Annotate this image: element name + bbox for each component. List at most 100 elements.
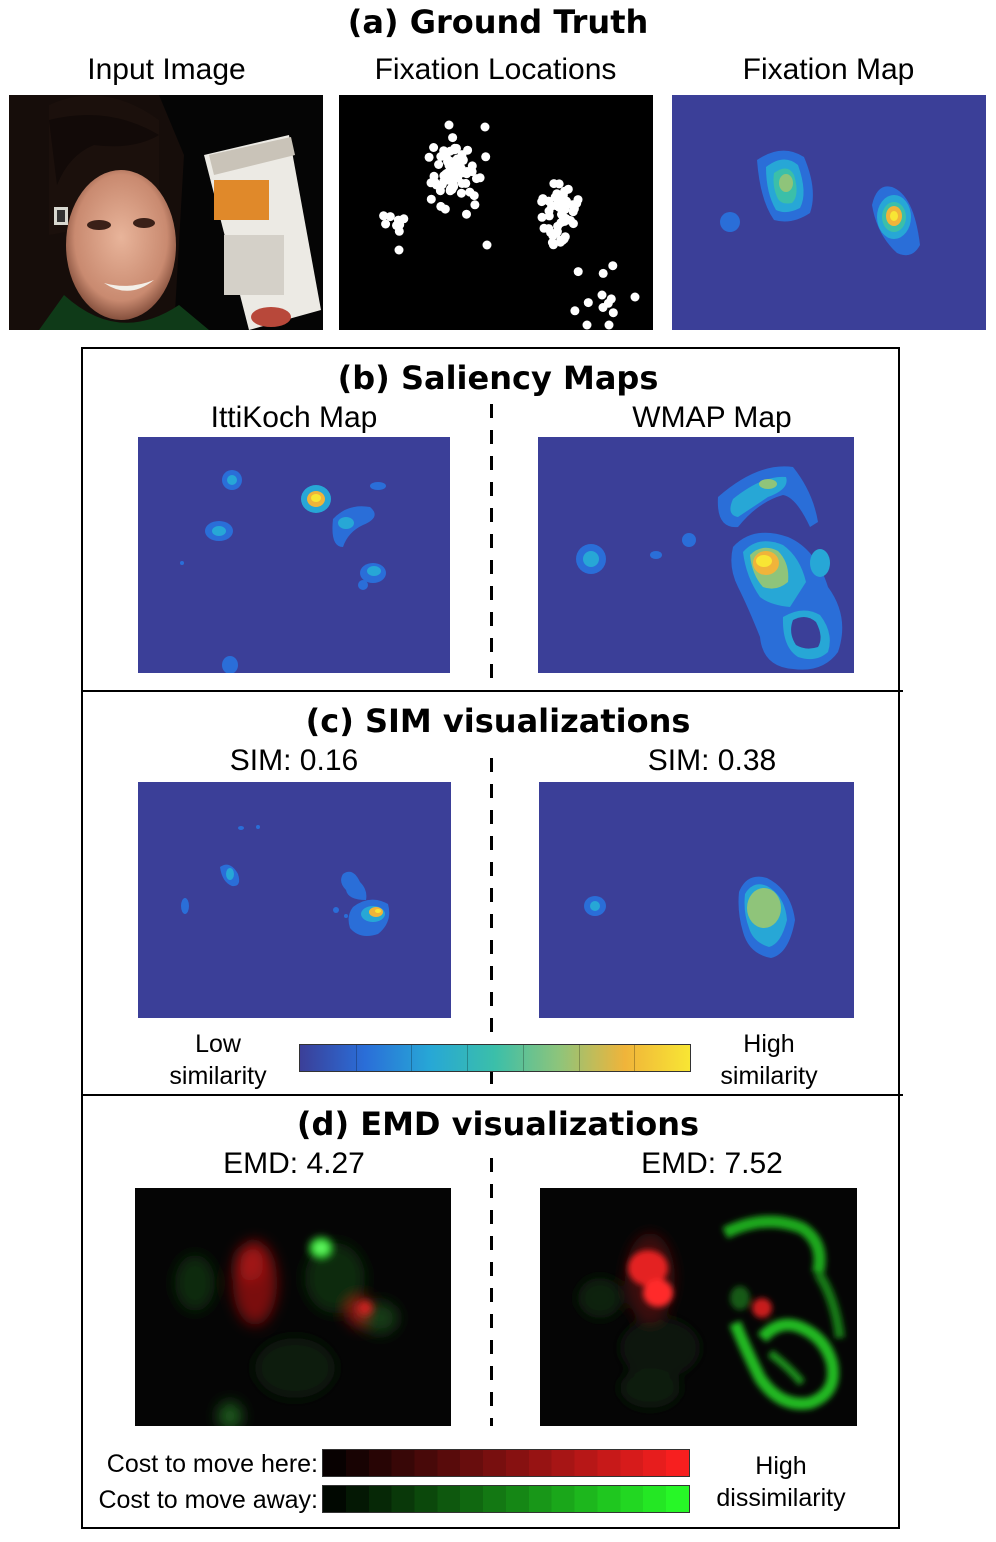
fixation-dot bbox=[597, 290, 607, 300]
fixation-dot bbox=[563, 184, 573, 194]
fixation-dot bbox=[456, 188, 466, 198]
fixation-dot bbox=[393, 215, 403, 225]
fixation-dot bbox=[548, 231, 558, 241]
fixation-dot bbox=[481, 152, 491, 162]
fixation-dot bbox=[573, 267, 583, 277]
fixation-map-label: Fixation Map bbox=[742, 53, 915, 86]
high-word: High bbox=[755, 1452, 807, 1480]
fixation-dot bbox=[469, 191, 479, 201]
divider-b-c bbox=[81, 690, 903, 692]
fixation-dot bbox=[554, 179, 564, 189]
fixation-dot bbox=[429, 143, 439, 152]
fixation-dot bbox=[570, 306, 580, 316]
fixation-dot bbox=[480, 122, 490, 132]
section-b-title: (b) Saliency Maps bbox=[337, 359, 659, 397]
fixation-map-image bbox=[672, 95, 986, 330]
fixation-dot bbox=[482, 240, 492, 250]
fixation-dot bbox=[470, 200, 480, 210]
divider-dashed-c bbox=[490, 758, 493, 1092]
section-d-title: (d) EMD visualizations bbox=[296, 1105, 700, 1143]
fixation-dot bbox=[461, 178, 471, 188]
sim-left-label: SIM: 0.16 bbox=[229, 744, 359, 777]
fixation-dot bbox=[544, 196, 554, 206]
fixation-dot bbox=[630, 292, 640, 302]
fixation-dot bbox=[434, 160, 444, 169]
ittikoch-map bbox=[138, 437, 450, 673]
divider-dashed-b bbox=[490, 404, 493, 688]
fixation-dot bbox=[606, 294, 616, 304]
cb-low-similarity: similarity bbox=[169, 1062, 267, 1090]
sim-right-map bbox=[539, 782, 854, 1018]
wmap-label: WMAP Map bbox=[632, 401, 792, 434]
wmap-map bbox=[538, 437, 854, 673]
cb-high-similarity: similarity bbox=[720, 1062, 818, 1090]
fixation-dot bbox=[548, 240, 558, 250]
fixation-dot bbox=[385, 212, 395, 222]
cb-low-word: Low bbox=[195, 1030, 241, 1058]
fixation-dot bbox=[467, 161, 477, 171]
cost-here-colorbar bbox=[322, 1449, 690, 1477]
fixation-dot bbox=[440, 204, 450, 214]
similarity-colorbar bbox=[299, 1044, 691, 1072]
fixation-dot bbox=[583, 298, 593, 308]
colorbar-tick bbox=[522, 1045, 524, 1071]
fixation-dot bbox=[608, 261, 618, 271]
fixation-dot bbox=[448, 133, 458, 143]
sim-right-label: SIM: 0.38 bbox=[647, 744, 777, 777]
fixation-dot bbox=[429, 171, 439, 181]
cb-high-word: High bbox=[743, 1030, 795, 1058]
fixation-dot bbox=[444, 120, 454, 130]
section-a-title: (a) Ground Truth bbox=[347, 3, 649, 41]
emd-right-label: EMD: 7.52 bbox=[641, 1147, 783, 1180]
fixation-dot bbox=[573, 195, 583, 205]
fixation-dot bbox=[544, 206, 554, 216]
fixation-dot bbox=[608, 308, 618, 318]
fixation-locations-label: Fixation Locations bbox=[374, 53, 617, 86]
section-c-title: (c) SIM visualizations bbox=[305, 702, 691, 740]
colorbar-tick bbox=[467, 1045, 469, 1071]
fixation-dot bbox=[443, 157, 452, 167]
fixation-dot bbox=[544, 224, 554, 234]
fixation-dot bbox=[550, 192, 560, 202]
fixation-dot bbox=[462, 209, 471, 219]
fixation-dot bbox=[438, 150, 448, 160]
emd-right-map bbox=[540, 1188, 857, 1426]
fixation-dot bbox=[582, 320, 592, 330]
fixation-dot bbox=[537, 212, 547, 222]
fixation-dot bbox=[394, 245, 404, 255]
divider-c-d bbox=[81, 1094, 903, 1096]
fixation-dot bbox=[455, 168, 464, 178]
comparison-frame bbox=[81, 347, 900, 1529]
emd-left-label: EMD: 4.27 bbox=[223, 1147, 365, 1180]
fixation-dot bbox=[604, 320, 614, 330]
ittikoch-label: IttiKoch Map bbox=[210, 401, 378, 434]
high-dissimilarity: dissimilarity bbox=[716, 1484, 846, 1512]
fixation-dot bbox=[426, 194, 436, 204]
fixation-dot bbox=[446, 172, 456, 182]
colorbar-tick bbox=[634, 1045, 636, 1071]
fixation-dot bbox=[381, 219, 391, 229]
input-image-label: Input Image bbox=[87, 53, 246, 86]
cost-away-colorbar bbox=[322, 1485, 690, 1513]
fixation-dot bbox=[445, 146, 455, 156]
fixation-dot bbox=[424, 152, 434, 162]
fixation-dot bbox=[435, 186, 445, 196]
fixation-dot bbox=[568, 219, 578, 229]
fixation-locations-image bbox=[339, 95, 653, 330]
colorbar-tick bbox=[411, 1045, 413, 1071]
colorbar-tick bbox=[355, 1045, 357, 1071]
input-image bbox=[9, 95, 323, 330]
fixation-dot bbox=[560, 201, 570, 210]
fixation-dot bbox=[598, 268, 608, 278]
divider-dashed-d bbox=[490, 1158, 493, 1426]
sim-left-map bbox=[138, 782, 451, 1018]
cost-away-label: Cost to move away: bbox=[98, 1486, 318, 1514]
fixation-dot bbox=[379, 211, 389, 221]
fixation-dot bbox=[561, 213, 571, 223]
cost-here-label: Cost to move here: bbox=[106, 1450, 318, 1478]
emd-left-map bbox=[135, 1188, 451, 1426]
fixation-dot bbox=[475, 173, 485, 183]
fixation-dot bbox=[556, 237, 565, 247]
fixation-dot bbox=[394, 226, 404, 236]
colorbar-tick bbox=[578, 1045, 580, 1071]
